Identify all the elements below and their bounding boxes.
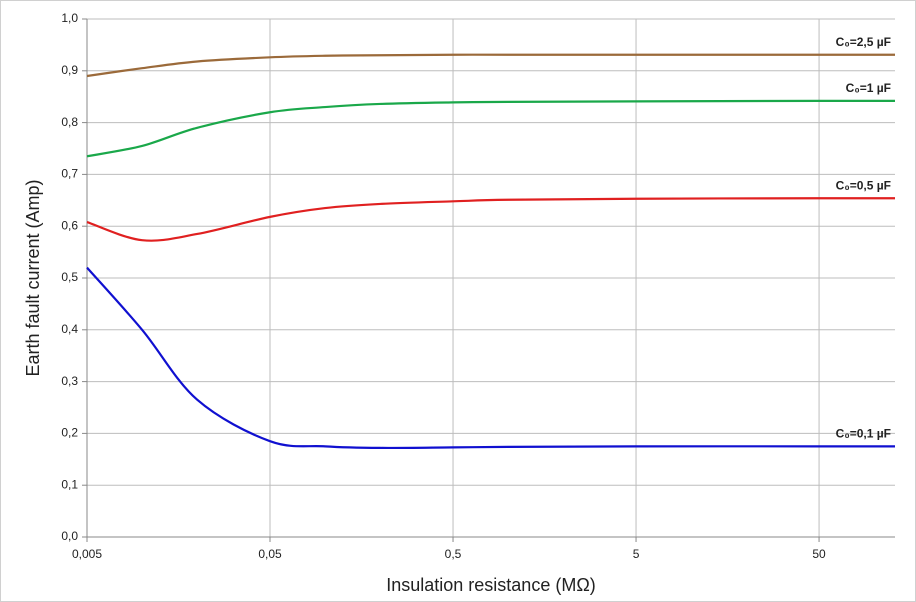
series-line bbox=[86, 266, 895, 450]
x-axis-label: Insulation resistance (MΩ) bbox=[386, 575, 596, 595]
y-tick-label: 0,1 bbox=[61, 477, 78, 491]
x-tick-label: 0,5 bbox=[445, 547, 462, 561]
series-line bbox=[86, 197, 896, 242]
y-tick-label: 0,2 bbox=[61, 426, 78, 440]
y-tick-label: 0,5 bbox=[61, 270, 78, 284]
y-axis-label: Earth fault current (Amp) bbox=[23, 179, 43, 376]
series-label: C₀=0,5 µF bbox=[836, 178, 891, 192]
y-tick-label: 0,7 bbox=[61, 167, 78, 181]
series-line bbox=[86, 53, 895, 78]
y-tick-label: 0,9 bbox=[61, 63, 78, 77]
x-tick-label: 50 bbox=[812, 547, 826, 561]
series-line bbox=[86, 99, 896, 158]
x-tick-label: 0,005 bbox=[72, 547, 102, 561]
y-tick-label: 0,8 bbox=[61, 115, 78, 129]
x-tick-label: 5 bbox=[633, 547, 640, 561]
series-label: C₀=1 µF bbox=[846, 81, 891, 95]
series-label: C₀=2,5 µF bbox=[836, 35, 891, 49]
series-label: C₀=0,1 µF bbox=[836, 427, 891, 441]
y-tick-label: 1,0 bbox=[61, 11, 78, 25]
x-tick-label: 0,05 bbox=[258, 547, 282, 561]
y-tick-label: 0,0 bbox=[61, 529, 78, 543]
y-tick-label: 0,4 bbox=[61, 322, 78, 336]
y-tick-label: 0,3 bbox=[61, 374, 78, 388]
y-tick-label: 0,6 bbox=[61, 218, 78, 232]
